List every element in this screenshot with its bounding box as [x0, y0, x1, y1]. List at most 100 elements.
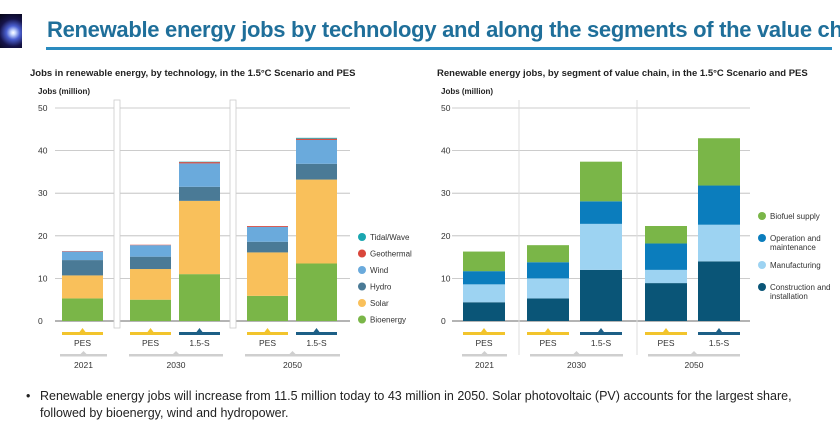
bar-segment-biofuel-supply — [645, 226, 687, 244]
y-tick-label: 10 — [38, 273, 48, 283]
bar-segment-geothermal — [247, 226, 288, 227]
scenario-marker — [463, 332, 505, 335]
scenario-marker-arrow — [716, 328, 722, 332]
legend-swatch — [758, 261, 766, 269]
bar-segment-bioenergy — [179, 274, 220, 321]
bullet-dot: • — [26, 389, 31, 403]
year-bracket — [648, 354, 740, 357]
legend-label: Construction and — [770, 283, 830, 292]
bar-segment-manufacturing — [698, 224, 740, 262]
y-tick-label: 10 — [441, 273, 451, 283]
year-bracket-arrow — [573, 351, 580, 354]
legend-label: installation — [770, 292, 808, 301]
bar-segment-manufacturing — [580, 223, 622, 270]
bar-segment-wind — [62, 251, 103, 261]
year-bracket-arrow — [289, 351, 296, 354]
slide-title: Renewable energy jobs by technology and … — [47, 17, 840, 42]
scenario-label: PES — [657, 338, 674, 348]
scenario-label: PES — [259, 338, 276, 348]
y-tick-label: 0 — [38, 316, 43, 326]
legend-swatch — [358, 266, 366, 274]
y-tick-label: 30 — [441, 188, 451, 198]
bullet-text: • Renewable energy jobs will increase fr… — [26, 388, 810, 422]
bar-segment-biofuel-supply — [580, 161, 622, 202]
scenario-marker-arrow — [545, 328, 551, 332]
bar-segment-operation-and-maintenance — [527, 262, 569, 279]
year-bracket — [462, 354, 507, 357]
scenario-marker-arrow — [264, 328, 271, 332]
bar-segment-solar — [62, 275, 103, 299]
bar-segment-geothermal — [179, 162, 220, 164]
bar-segment-operation-and-maintenance — [698, 185, 740, 225]
bar-segment-biofuel-supply — [463, 251, 505, 272]
bar-segment-wind — [179, 163, 220, 187]
bar-segment-solar — [130, 269, 171, 300]
year-bracket — [60, 354, 107, 357]
left-chart-title: Jobs in renewable energy, by technology,… — [30, 68, 356, 79]
year-bracket — [530, 354, 623, 357]
scenario-label: PES — [74, 338, 91, 348]
scenario-marker — [247, 332, 288, 335]
bar-segment-bioenergy — [296, 263, 337, 321]
y-tick-label: 40 — [38, 146, 48, 156]
legend-swatch — [358, 282, 366, 291]
year-bracket-arrow — [80, 351, 87, 354]
title-divider — [46, 47, 832, 50]
scenario-marker-arrow — [313, 328, 320, 332]
legend-label: Hydro — [370, 283, 392, 292]
bar-segment-bioenergy — [247, 295, 288, 321]
legend-label: Geothermal — [370, 250, 412, 259]
scenario-marker-arrow — [663, 328, 669, 332]
bar-segment-wind — [247, 226, 288, 242]
scenario-marker — [645, 332, 687, 335]
y-tick-label: 20 — [441, 231, 451, 241]
year-label: 2030 — [567, 360, 586, 370]
bar-segment-manufacturing — [463, 284, 505, 303]
y-tick-label: 0 — [441, 316, 446, 326]
y-tick-label: 40 — [441, 146, 451, 156]
scenario-marker-arrow — [196, 328, 203, 332]
scenario-label: 1.5-S — [591, 338, 612, 348]
legend-label: maintenance — [770, 243, 816, 252]
scenario-label: PES — [475, 338, 492, 348]
y-tick-label: 20 — [38, 231, 48, 241]
bar-segment-construction-and-installation — [463, 302, 505, 321]
bar-segment-tidal-wave — [296, 137, 337, 139]
bar-segment-biofuel-supply — [698, 138, 740, 186]
year-bracket-arrow — [691, 351, 697, 354]
legend-label: Biofuel supply — [770, 212, 820, 221]
scenario-marker — [179, 332, 220, 335]
year-label: 2021 — [475, 360, 494, 370]
legend-swatch — [358, 233, 366, 241]
group-separator — [229, 99, 237, 329]
scenario-marker-arrow — [79, 328, 86, 332]
scenario-marker-arrow — [147, 328, 154, 332]
y-axis-label: Jobs (million) — [38, 87, 90, 96]
bar-segment-manufacturing — [527, 278, 569, 299]
logo-image — [0, 14, 22, 48]
right-chart-title: Renewable energy jobs, by segment of val… — [437, 68, 808, 79]
scenario-marker — [527, 332, 569, 335]
scenario-marker — [62, 332, 103, 335]
bar-segment-construction-and-installation — [580, 269, 622, 321]
bar-segment-hydro — [130, 256, 171, 270]
scenario-label: PES — [539, 338, 556, 348]
bar-segment-hydro — [179, 186, 220, 201]
bar-segment-hydro — [296, 163, 337, 180]
scenario-label: 1.5-S — [189, 338, 210, 348]
bar-segment-solar — [247, 252, 288, 296]
year-bracket — [129, 354, 223, 357]
legend-label: Manufacturing — [770, 261, 821, 270]
year-label: 2050 — [685, 360, 704, 370]
scenario-marker — [698, 332, 740, 335]
bar-segment-solar — [179, 200, 220, 275]
bar-segment-wind — [130, 245, 171, 257]
y-tick-label: 30 — [38, 188, 48, 198]
year-label: 2021 — [74, 360, 93, 370]
legend-swatch — [758, 234, 766, 242]
scenario-marker-arrow — [481, 328, 487, 332]
year-bracket — [245, 354, 340, 357]
bar-segment-hydro — [62, 260, 103, 276]
